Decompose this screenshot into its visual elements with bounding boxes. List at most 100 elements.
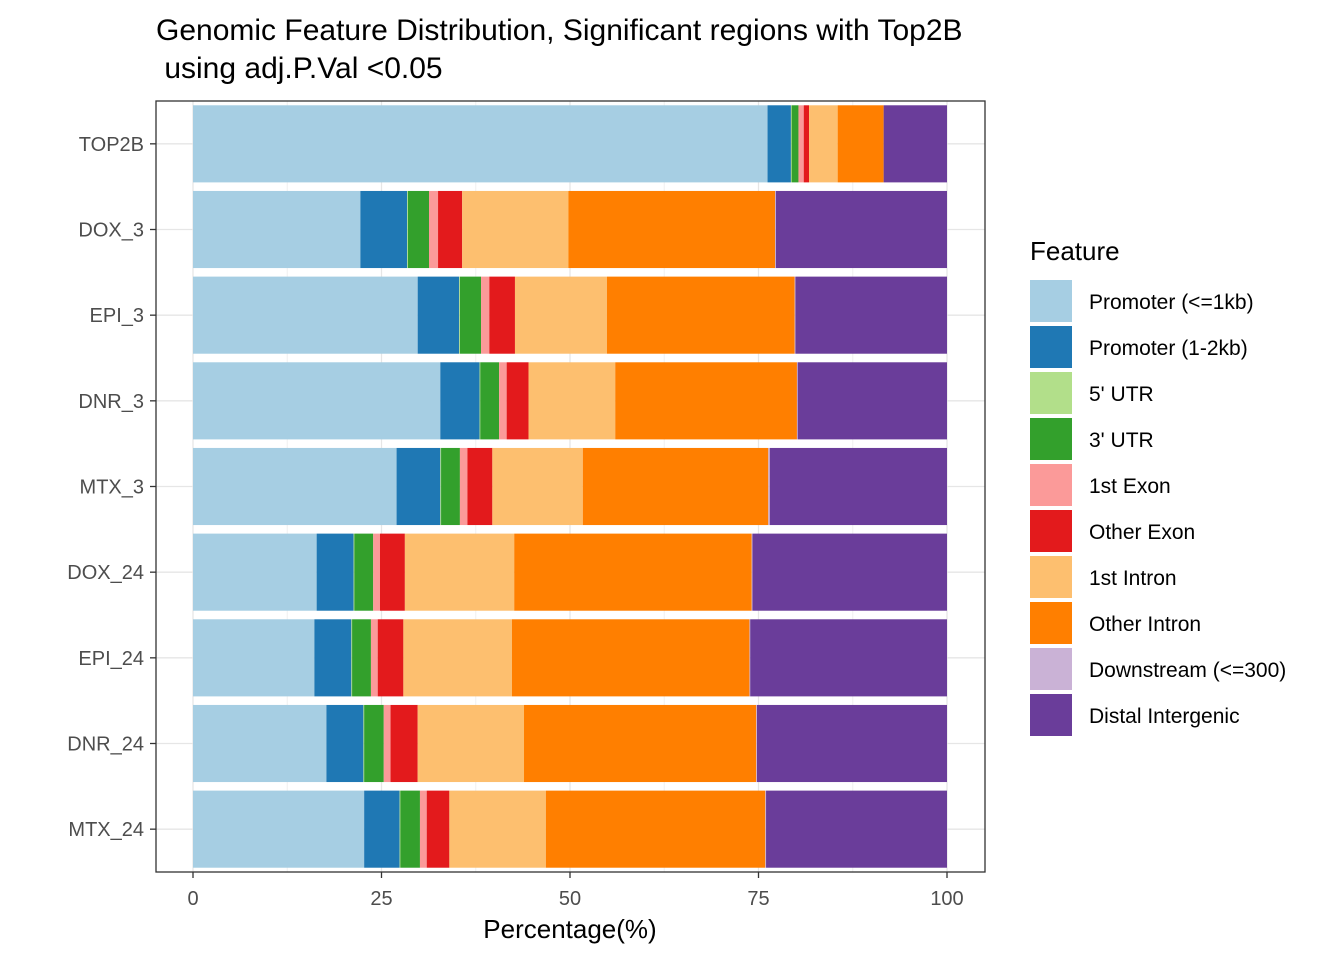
x-axis-title: Percentage(%) (483, 914, 656, 944)
bar-segment (373, 533, 380, 611)
bar-segment (351, 619, 353, 697)
bar-segment (407, 190, 430, 269)
bar-segment (403, 619, 512, 697)
bar-segment (438, 190, 463, 269)
legend-key (1030, 280, 1072, 322)
legend-key (1030, 326, 1072, 368)
legend-label: Promoter (<=1kb) (1089, 291, 1254, 314)
bar-segment (775, 190, 776, 269)
bar-segment (791, 105, 799, 183)
bar-segment (751, 533, 753, 611)
y-tick-label: DOX_3 (78, 220, 144, 242)
bar-segment (499, 362, 507, 440)
legend-key (1030, 648, 1072, 690)
bars (193, 105, 947, 868)
bar-segment (524, 704, 757, 783)
bar-segment (193, 362, 441, 440)
bar-segment (750, 619, 947, 697)
bar-segment (756, 704, 757, 783)
bar-segment (377, 619, 404, 697)
bar-segment (798, 105, 804, 183)
bar-segment (417, 704, 525, 783)
bar-segment (441, 447, 460, 526)
x-tick-label: 75 (747, 888, 769, 910)
legend-key (1030, 464, 1072, 506)
legend: Feature Promoter (<=1kb) Promoter (1-2kb)… (1030, 236, 1286, 736)
legend-key (1030, 602, 1072, 644)
bar-segment (407, 190, 408, 269)
bar-segment (606, 276, 795, 354)
y-tick-label: TOP2B (79, 134, 144, 156)
bar-segment (794, 276, 796, 354)
legend-title: Feature (1030, 236, 1120, 266)
bar-segment (193, 447, 397, 526)
legend-label: Downstream (<=300) (1089, 659, 1286, 682)
legend-key (1030, 556, 1072, 598)
bar-segment (768, 447, 770, 526)
legend-key (1030, 418, 1072, 460)
bar-segment (440, 362, 480, 440)
bar-segment (506, 362, 529, 440)
y-tick-label: EPI_24 (78, 648, 144, 670)
bar-segment (390, 704, 418, 783)
bar-segment (370, 619, 378, 697)
bar-segment (809, 105, 838, 183)
legend-key (1030, 372, 1072, 414)
bar-segment (568, 190, 776, 269)
bar-segment (459, 447, 468, 526)
bar-segment (481, 276, 490, 354)
y-tick-label: DNR_3 (78, 391, 144, 413)
bar-segment (404, 533, 515, 611)
bar-segment (462, 190, 569, 269)
bar-segment (193, 790, 365, 868)
bar-segment (479, 362, 481, 440)
legend-key (1030, 510, 1072, 552)
bar-segment (769, 447, 947, 526)
x-axis: 0 25 50 75 100 (187, 872, 964, 910)
bar-segment (426, 790, 450, 868)
bar-segment (795, 276, 947, 354)
bar-segment (775, 190, 947, 269)
bar-segment (352, 619, 371, 697)
bar-segment (749, 619, 751, 697)
bar-segment (467, 447, 493, 526)
legend-label: 5' UTR (1089, 383, 1154, 406)
bar-segment (364, 704, 384, 783)
y-tick-label: EPI_3 (90, 305, 144, 327)
bar-segment (489, 276, 515, 354)
bar-segment (449, 790, 546, 868)
bar-segment (528, 362, 616, 440)
bar-segment (379, 533, 405, 611)
legend-label: Promoter (1-2kb) (1089, 337, 1248, 360)
bar-segment (837, 105, 884, 183)
bar-segment (193, 533, 317, 611)
legend-label: Other Intron (1089, 613, 1201, 636)
bar-segment (360, 190, 408, 269)
bar-segment (766, 790, 947, 868)
bar-segment (363, 704, 365, 783)
bar-segment (511, 619, 750, 697)
x-tick-label: 25 (370, 888, 392, 910)
x-tick-label: 0 (187, 888, 198, 910)
bar-segment (193, 704, 327, 783)
bar-segment (193, 190, 361, 269)
chart-title: Genomic Feature Distribution, Significan… (156, 14, 963, 47)
bar-segment (790, 105, 792, 183)
bar-segment (752, 533, 947, 611)
legend-label: 3' UTR (1089, 429, 1154, 452)
y-tick-label: MTX_3 (80, 477, 144, 499)
bar-segment (514, 533, 752, 611)
y-tick-label: DNR_24 (67, 734, 144, 756)
x-tick-label: 100 (930, 888, 963, 910)
bar-segment (582, 447, 769, 526)
bar-segment (765, 790, 767, 868)
bar-segment (492, 447, 583, 526)
bar-segment (796, 362, 798, 440)
legend-label: Distal Intergenic (1089, 705, 1240, 728)
bar-segment (399, 790, 401, 868)
legend-label: Other Exon (1089, 521, 1195, 544)
bar-segment (459, 276, 460, 354)
bar-segment (459, 276, 482, 354)
bar-segment (193, 276, 418, 354)
bar-segment (440, 447, 442, 526)
